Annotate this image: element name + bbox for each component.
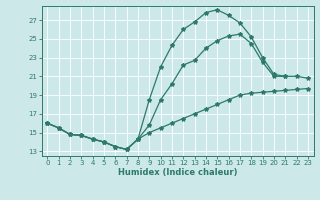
- X-axis label: Humidex (Indice chaleur): Humidex (Indice chaleur): [118, 168, 237, 177]
